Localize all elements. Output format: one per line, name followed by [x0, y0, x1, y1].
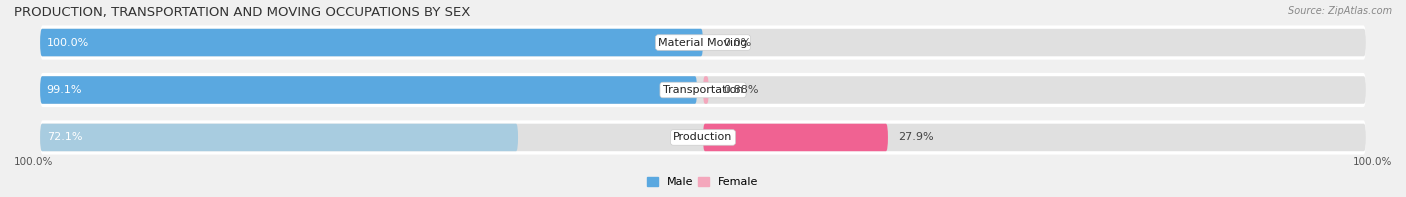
- Text: Material Moving: Material Moving: [658, 38, 748, 47]
- FancyBboxPatch shape: [41, 29, 703, 56]
- Text: 100.0%: 100.0%: [14, 157, 53, 167]
- Text: 100.0%: 100.0%: [46, 38, 89, 47]
- FancyBboxPatch shape: [41, 76, 1365, 104]
- FancyBboxPatch shape: [41, 120, 1365, 154]
- FancyBboxPatch shape: [41, 124, 1365, 151]
- Text: PRODUCTION, TRANSPORTATION AND MOVING OCCUPATIONS BY SEX: PRODUCTION, TRANSPORTATION AND MOVING OC…: [14, 6, 471, 19]
- Legend: Male, Female: Male, Female: [643, 173, 763, 192]
- Text: 0.0%: 0.0%: [723, 38, 751, 47]
- Text: 72.1%: 72.1%: [46, 132, 82, 142]
- Text: 0.88%: 0.88%: [723, 85, 758, 95]
- Text: Source: ZipAtlas.com: Source: ZipAtlas.com: [1288, 6, 1392, 16]
- FancyBboxPatch shape: [41, 29, 1365, 56]
- FancyBboxPatch shape: [41, 25, 1365, 60]
- Text: Transportation: Transportation: [662, 85, 744, 95]
- FancyBboxPatch shape: [41, 124, 517, 151]
- Text: Production: Production: [673, 132, 733, 142]
- FancyBboxPatch shape: [41, 73, 1365, 107]
- Text: 27.9%: 27.9%: [898, 132, 934, 142]
- Text: 99.1%: 99.1%: [46, 85, 82, 95]
- Text: 100.0%: 100.0%: [1353, 157, 1392, 167]
- FancyBboxPatch shape: [703, 76, 709, 104]
- FancyBboxPatch shape: [41, 76, 697, 104]
- FancyBboxPatch shape: [703, 124, 889, 151]
